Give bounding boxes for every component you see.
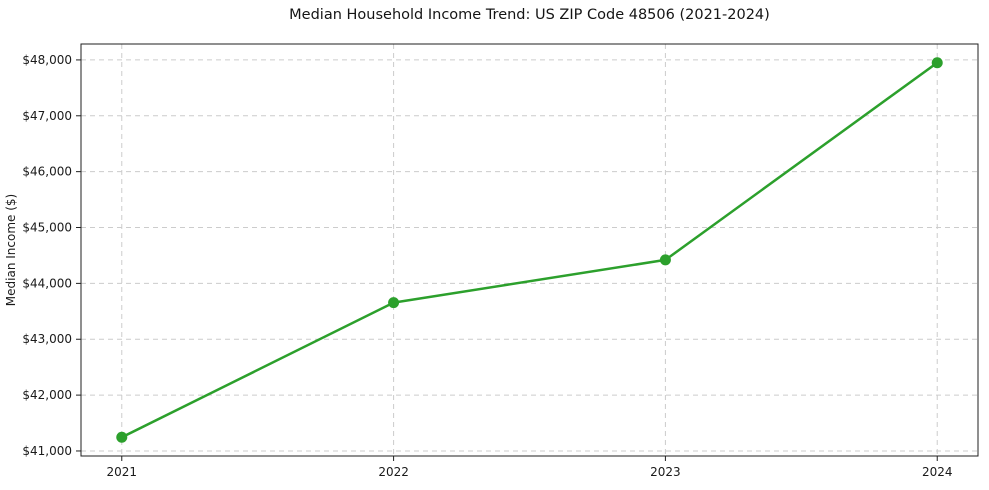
x-tick-label: 2023 [650, 465, 681, 479]
y-tick-label: $42,000 [22, 388, 72, 402]
chart-title: Median Household Income Trend: US ZIP Co… [289, 7, 770, 23]
y-tick-label: $46,000 [22, 165, 72, 179]
data-point [931, 57, 943, 69]
plot-border [80, 43, 979, 457]
data-point [388, 297, 400, 309]
data-point [659, 254, 671, 266]
y-tick-label: $41,000 [22, 444, 72, 458]
x-tick-label: 2024 [922, 465, 953, 479]
data-point [116, 431, 128, 443]
x-tick-label: 2021 [106, 465, 137, 479]
y-tick-label: $45,000 [22, 221, 72, 235]
y-tick-label: $43,000 [22, 332, 72, 346]
y-tick-label: $44,000 [22, 276, 72, 290]
y-tick-label: $47,000 [22, 109, 72, 123]
y-tick-label: $48,000 [22, 53, 72, 67]
x-tick-label: 2022 [378, 465, 409, 479]
data-line [120, 61, 939, 439]
y-axis-label: Median Income ($) [4, 194, 18, 306]
